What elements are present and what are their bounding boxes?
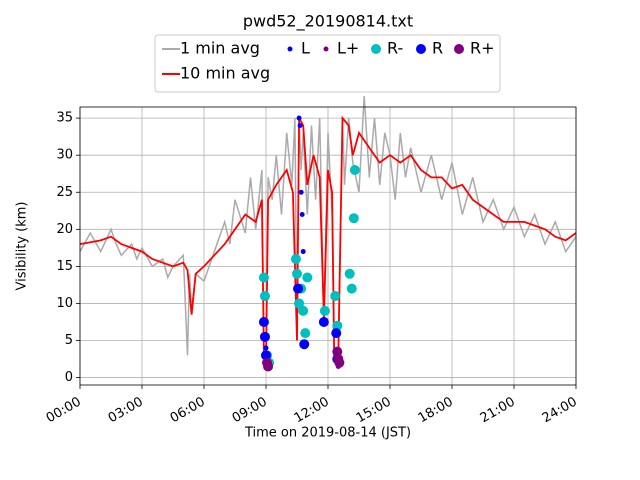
- y-tick-label: 20: [56, 222, 73, 237]
- y-axis-label: Visibility (km): [15, 202, 30, 291]
- legend-swatch: [323, 46, 329, 52]
- legend-items: 1 min avg 10 min avg L L+ R- R R+: [162, 39, 495, 83]
- line-series: [79, 114, 577, 364]
- scatter-point: [331, 328, 342, 339]
- legend-label: R+: [470, 39, 495, 58]
- y-tick-label: 35: [56, 111, 73, 126]
- legend: [154, 34, 501, 93]
- legend-swatch: [454, 44, 464, 54]
- scatter-point: [346, 283, 357, 294]
- legend-label: R-: [387, 39, 403, 58]
- scatter-point: [290, 253, 301, 264]
- scatter-point: [300, 249, 306, 255]
- scatter-point: [297, 123, 303, 129]
- scatter-point: [293, 283, 304, 294]
- scatter-point: [298, 189, 304, 195]
- legend-label: L: [301, 39, 310, 58]
- chart-title: pwd52_20190814.txt: [243, 12, 413, 32]
- scatter-point: [332, 346, 343, 357]
- scatter-point: [330, 291, 341, 302]
- y-tick-label: 15: [56, 259, 73, 274]
- scatter-point: [334, 357, 345, 368]
- legend-swatch: [287, 46, 293, 52]
- y-tick-label: 0: [65, 370, 73, 385]
- y-tick-label: 25: [56, 185, 73, 200]
- scatter-point: [294, 298, 305, 309]
- line-series: [79, 95, 577, 366]
- scatter-point: [296, 115, 302, 121]
- legend-label: 1 min avg: [180, 39, 260, 58]
- scatter-point: [302, 272, 313, 283]
- scatter-point: [319, 305, 330, 316]
- scatter-point: [348, 213, 359, 224]
- scatter-point: [259, 331, 270, 342]
- scatter-point: [300, 328, 311, 339]
- y-tick-label: 10: [56, 296, 73, 311]
- scatter-point: [318, 316, 329, 327]
- scatter-point: [259, 291, 270, 302]
- scatter-point: [292, 268, 302, 279]
- scatter-point: [299, 339, 310, 350]
- scatter-point: [349, 165, 360, 176]
- scatter-point: [258, 272, 269, 283]
- scatter-point: [299, 211, 305, 217]
- legend-label: L+: [337, 39, 359, 58]
- y-tick-label: 5: [65, 333, 73, 348]
- legend-label: 10 min avg: [180, 64, 270, 83]
- scatter-point: [258, 316, 269, 327]
- scatter-point: [298, 305, 309, 316]
- y-tick-label: 30: [56, 148, 73, 163]
- scatter-point: [261, 350, 271, 361]
- legend-label: R: [432, 39, 443, 58]
- scatter-point: [263, 361, 274, 372]
- legend-swatch: [371, 44, 381, 54]
- scatter-point: [332, 320, 343, 331]
- x-axis-label: Time on 2019-08-14 (JST): [244, 426, 411, 441]
- scatter-point: [263, 345, 269, 351]
- scatter-point: [344, 268, 355, 279]
- legend-swatch: [416, 44, 426, 54]
